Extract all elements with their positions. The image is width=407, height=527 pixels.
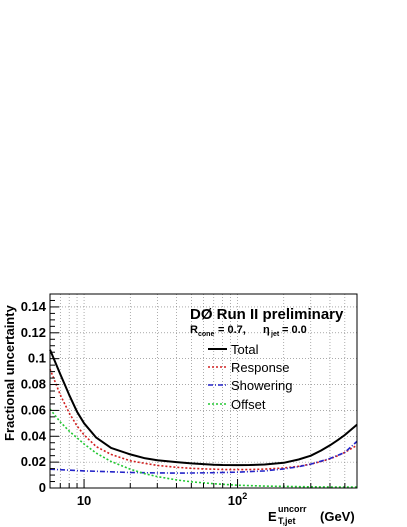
x-axis-label: E uncorr T,jet (GeV) [268, 504, 355, 526]
x-tick-label: 10 [77, 493, 91, 508]
svg-text:η: η [263, 324, 270, 336]
svg-text:(GeV): (GeV) [320, 509, 355, 524]
x-tick-label: 102 [228, 491, 247, 508]
svg-text:= 0.0: = 0.0 [282, 324, 307, 336]
x-axis-label-sup: uncorr [278, 504, 307, 514]
series-line-offset [49, 408, 358, 488]
legend: Total Response Showering Offset [208, 342, 292, 412]
y-axis-label: Fractional uncertainty [2, 304, 17, 441]
x-axis-label-base: E [268, 509, 277, 524]
y-tick-label: 0.04 [21, 428, 47, 443]
annotation-params: R cone = 0.7, η jet = 0.0 [190, 324, 307, 338]
y-tick-label: 0.06 [21, 402, 46, 417]
svg-text:R: R [190, 324, 198, 336]
x-axis-label-sub: T,jet [278, 516, 296, 526]
param-r: R [190, 324, 198, 336]
param-eta: η [263, 324, 270, 336]
param-eta-sub: jet [270, 331, 280, 338]
annotation-title: DØ Run II preliminary [190, 306, 344, 323]
y-tick-label: 0.02 [21, 454, 46, 469]
svg-text:T,jet: T,jet [278, 516, 296, 526]
svg-text:jet: jet [270, 331, 280, 338]
legend-label-showering: Showering [231, 378, 292, 393]
series-line-showering [49, 440, 358, 474]
y-tick-label: 0 [39, 480, 46, 495]
legend-label-offset: Offset [231, 397, 266, 412]
legend-label-total: Total [231, 342, 259, 357]
series-line-response [49, 368, 358, 471]
axis-ticks [49, 293, 358, 489]
svg-text:E: E [268, 509, 277, 524]
series-line-total [49, 349, 358, 467]
x-axis-label-unit: (GeV) [320, 509, 355, 524]
series-layer [49, 349, 358, 488]
y-tick-label: 0.08 [21, 377, 46, 392]
svg-text:cone: cone [198, 331, 214, 338]
param-r-value: = 0.7, [218, 324, 246, 336]
legend-label-response: Response [231, 360, 290, 375]
y-tick-label: 0.14 [21, 299, 47, 314]
svg-text:uncorr: uncorr [278, 504, 307, 514]
y-tick-labels: 0 0.02 0.04 0.06 0.08 0.1 0.12 0.14 [21, 299, 47, 495]
y-tick-label: 0.12 [21, 325, 46, 340]
svg-text:= 0.7,: = 0.7, [218, 324, 246, 336]
param-r-sub: cone [198, 331, 214, 338]
grid [50, 294, 357, 488]
y-tick-label: 0.1 [28, 351, 46, 366]
param-eta-value: = 0.0 [282, 324, 307, 336]
x-tick-labels: 10 102 [77, 491, 247, 508]
